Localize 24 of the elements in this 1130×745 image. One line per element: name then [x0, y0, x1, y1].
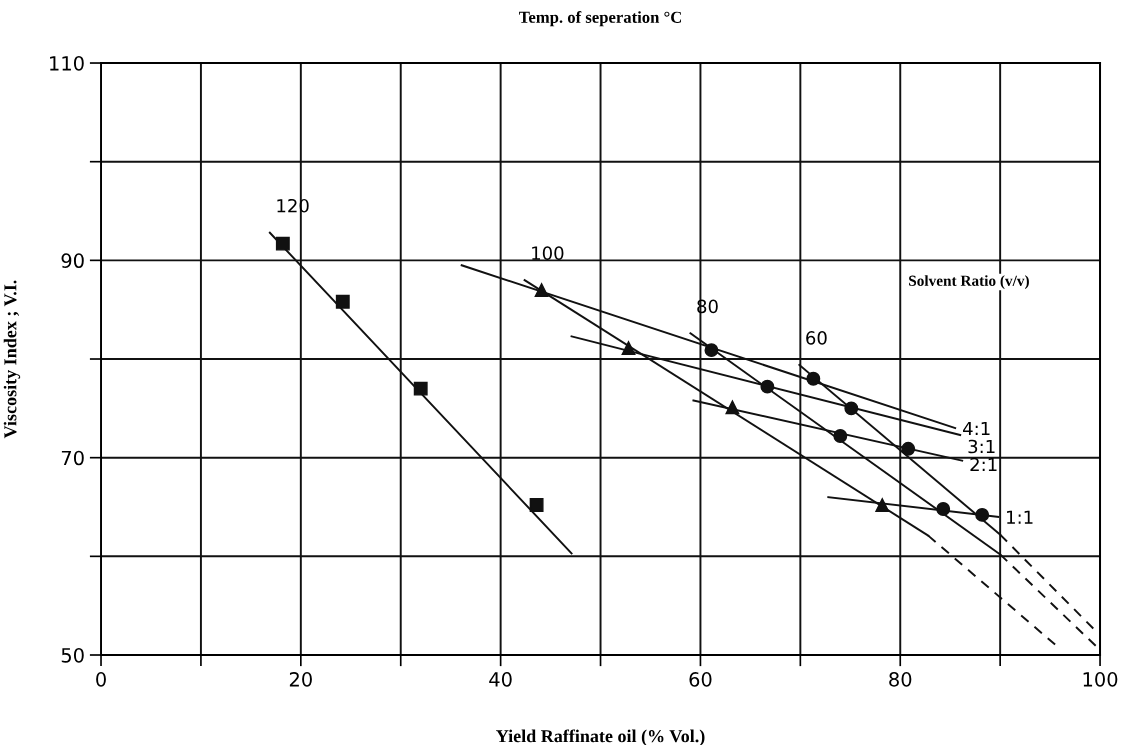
x-tick-label: 40 [489, 672, 512, 687]
series-label: 100 [532, 246, 564, 260]
y-tick-label: 110 [50, 55, 84, 71]
x-tick-label: 0 [96, 672, 106, 687]
series-label: 60 [806, 331, 827, 345]
x-tick-label: 20 [289, 672, 312, 687]
point [529, 498, 544, 512]
x-axis-title: Yield Raffinate oil (% Vol.) [496, 729, 705, 745]
series-label: 3:1 [968, 439, 995, 454]
x-tick-label: 100 [1083, 672, 1118, 687]
point [335, 294, 350, 309]
y-tick-label: 90 [61, 253, 84, 269]
y-tick-label: 70 [61, 450, 84, 466]
y-axis-title: Viscosity Index ; V.I. [3, 280, 21, 439]
series-label: 2:1 [970, 457, 997, 472]
chart-title: Temp. of seperation °C [519, 10, 681, 27]
point [275, 236, 290, 251]
x-tick-label: 80 [889, 672, 912, 687]
y-tick-label: 50 [61, 647, 84, 663]
x-tick-label: 60 [689, 672, 712, 687]
series-label: 1:1 [1007, 510, 1033, 524]
point [413, 381, 428, 396]
series-label: 4:1 [963, 421, 990, 436]
annotation: Solvent Ratio (v/v) [909, 275, 1029, 289]
